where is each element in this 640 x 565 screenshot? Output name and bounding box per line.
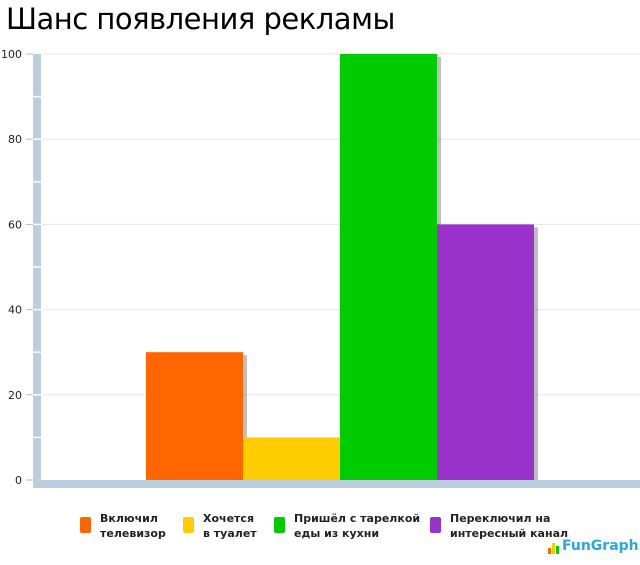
chart-title: Шанс появления рекламы (6, 2, 395, 36)
y-tick-label: 40 (8, 304, 22, 317)
logo-text: FunGraph (562, 538, 639, 554)
bar (146, 352, 243, 480)
legend-label: телевизор (100, 527, 166, 540)
legend-label: еды из кухни (294, 527, 380, 540)
y-tick-label: 20 (8, 389, 22, 402)
legend-label: Переключил на (450, 512, 551, 525)
bar (243, 437, 340, 480)
legend-swatch (183, 517, 194, 533)
legend-item: Включил телевизор (80, 511, 166, 541)
legend-swatch (80, 517, 91, 533)
legend-item: Переключил на интересный канал (430, 511, 568, 541)
y-tick-label: 0 (15, 474, 22, 487)
legend-label: Пришёл с тарелкой (294, 512, 421, 525)
legend-label: Хочется (203, 512, 255, 525)
bar (437, 224, 534, 480)
legend-item: Пришёл с тарелкой еды из кухни (274, 511, 420, 541)
y-tick-label: 80 (8, 133, 22, 146)
y-tick-label: 100 (1, 48, 22, 61)
legend-swatch (274, 517, 285, 533)
x-axis (33, 480, 640, 488)
fungraph-logo: FunGraph (548, 538, 639, 554)
legend-label: интересный канал (450, 527, 569, 540)
legend-swatch (430, 517, 441, 533)
bar-chart: 0 20 40 60 80 100 (1, 48, 640, 488)
legend-label: Включил (100, 512, 158, 525)
bar (340, 54, 437, 480)
y-tick-label: 60 (8, 218, 22, 231)
legend-label: в туалет (203, 527, 257, 540)
y-axis (33, 54, 41, 488)
legend-item: Хочется в туалет (183, 511, 257, 541)
